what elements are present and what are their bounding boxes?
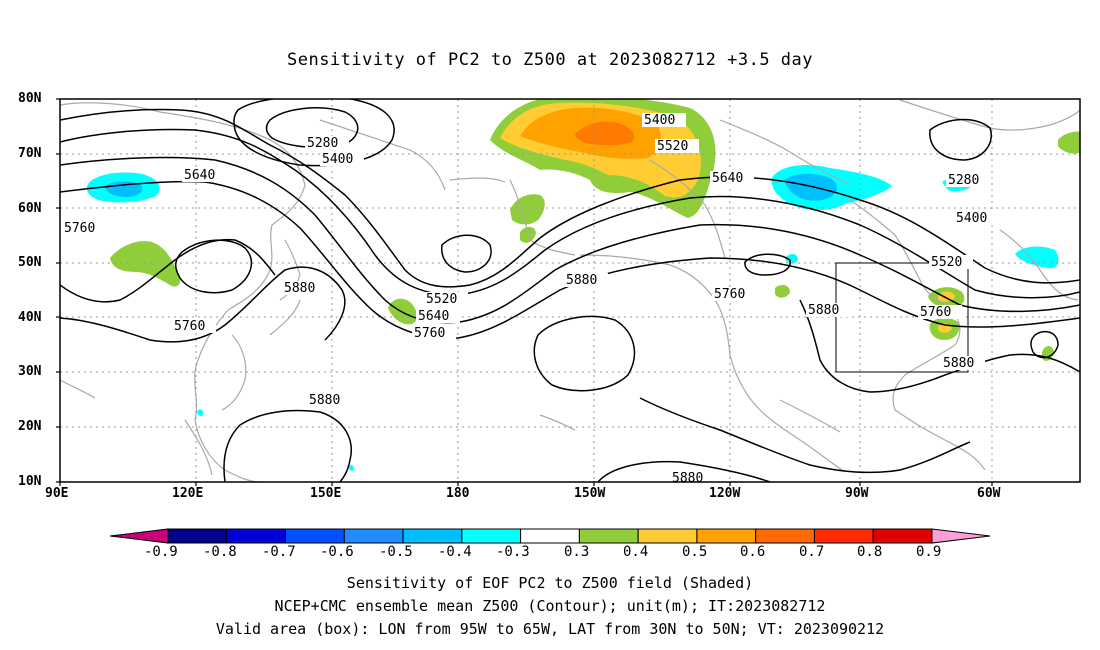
lat-label-80n: 80N — [18, 91, 42, 106]
contour-label: 5760 — [414, 326, 445, 341]
coastlines — [60, 99, 1080, 482]
contour-label: 5280 — [948, 173, 979, 188]
colorbar-segment — [109, 528, 169, 544]
colorbar-segment — [167, 528, 228, 544]
map-title: Sensitivity of PC2 to Z500 at 2023082712… — [286, 50, 813, 70]
caption-line-3: Valid area (box): LON from 95W to 65W, L… — [215, 620, 885, 638]
contour-label: 5520 — [657, 139, 688, 154]
lon-label-60w: 60W — [977, 486, 1001, 501]
contour-label: 5880 — [309, 393, 340, 408]
lon-label-90w: 90W — [845, 486, 869, 501]
colorbar-segment — [461, 528, 522, 544]
colorbar-tick-label: -0.3 — [496, 544, 530, 560]
lat-label-70n: 70N — [18, 146, 42, 161]
colorbar-segment — [343, 528, 404, 544]
colorbar-segment — [872, 528, 933, 544]
negative-sensitivity-region — [785, 254, 798, 264]
contour-label: 5760 — [174, 319, 205, 334]
lat-label-40n: 40N — [18, 310, 42, 325]
valid-area-box — [835, 262, 969, 373]
contour-label: 5760 — [920, 305, 951, 320]
lon-label-90e: 90E — [45, 486, 69, 501]
map-frame — [59, 98, 1081, 483]
contour-label: 5400 — [644, 113, 675, 128]
colorbar-segment — [226, 528, 287, 544]
colorbar-tick-label: 0.5 — [682, 544, 708, 560]
colorbar-segment — [637, 528, 698, 544]
lon-label-180: 180 — [446, 486, 470, 501]
colorbar-tick-label: 0.8 — [857, 544, 883, 560]
colorbar-segment — [578, 528, 639, 544]
positive-sensitivity-region — [110, 241, 181, 287]
contour-label: 5520 — [931, 255, 962, 270]
lat-label-50n: 50N — [18, 255, 42, 270]
lat-label-60n: 60N — [18, 201, 42, 216]
z500-contours — [60, 99, 1080, 482]
positive-sensitivity-region — [1058, 131, 1080, 154]
colorbar-tick-label: 0.9 — [916, 544, 942, 560]
caption-line-1: Sensitivity of EOF PC2 to Z500 field (Sh… — [346, 574, 754, 592]
positive-sensitivity-region — [575, 121, 635, 146]
lat-label-10n: 10N — [18, 474, 42, 489]
contour-label: 5760 — [714, 287, 745, 302]
contour-label: 5880 — [808, 303, 839, 318]
contour-label: 5880 — [284, 281, 315, 296]
colorbar-segment — [931, 528, 991, 544]
lon-label-150e: 150E — [310, 486, 342, 501]
contour-labels: 5280 5400 5640 5760 5880 5520 5640 5760 … — [64, 113, 988, 486]
positive-sensitivity-region — [938, 291, 955, 302]
negative-sensitivity-region — [348, 464, 354, 471]
contour-label: 5880 — [943, 356, 974, 371]
contour-label: 5400 — [322, 152, 353, 167]
contour-label: 5760 — [64, 221, 95, 236]
colorbar-tick-label: -0.8 — [203, 544, 237, 560]
positive-sensitivity-region — [775, 284, 790, 298]
lon-label-120w: 120W — [709, 486, 741, 501]
colorbar-tick-label: -0.4 — [438, 544, 472, 560]
contour-label: 5520 — [426, 292, 457, 307]
colorbar-segment — [813, 528, 874, 544]
contour-label: 5280 — [307, 136, 338, 151]
contour-label: 5640 — [418, 309, 449, 324]
colorbar-tick-label: 0.4 — [623, 544, 649, 560]
contour-label: 5640 — [712, 171, 743, 186]
colorbar-tick-label: 0.7 — [799, 544, 825, 560]
colorbar-segment — [755, 528, 815, 544]
colorbar-tick-label: -0.7 — [262, 544, 296, 560]
colorbar-tick-label: -0.9 — [144, 544, 178, 560]
colorbar-tick-label: -0.6 — [320, 544, 354, 560]
colorbar-segment — [696, 528, 757, 544]
caption-line-2: NCEP+CMC ensemble mean Z500 (Contour); u… — [274, 597, 826, 615]
colorbar-segment — [402, 528, 463, 544]
negative-sensitivity-region — [197, 409, 204, 416]
colorbar-segment — [520, 528, 580, 544]
contour-label: 5880 — [672, 471, 703, 486]
lon-label-150w: 150W — [574, 486, 606, 501]
lon-label-120e: 120E — [172, 486, 204, 501]
contour-label: 5400 — [956, 211, 987, 226]
contour-label: 5880 — [566, 273, 597, 288]
colorbar-tick-label: -0.5 — [379, 544, 413, 560]
positive-sensitivity-region — [510, 194, 545, 225]
colorbar — [109, 528, 991, 544]
colorbar-tick-label: 0.6 — [740, 544, 766, 560]
lat-label-30n: 30N — [18, 364, 42, 379]
colorbar-tick-label: 0.3 — [564, 544, 590, 560]
colorbar-segment — [285, 528, 345, 544]
negative-sensitivity-region — [784, 173, 837, 201]
lat-label-20n: 20N — [18, 419, 42, 434]
axis-ticks — [56, 98, 993, 486]
contour-label: 5640 — [184, 168, 215, 183]
